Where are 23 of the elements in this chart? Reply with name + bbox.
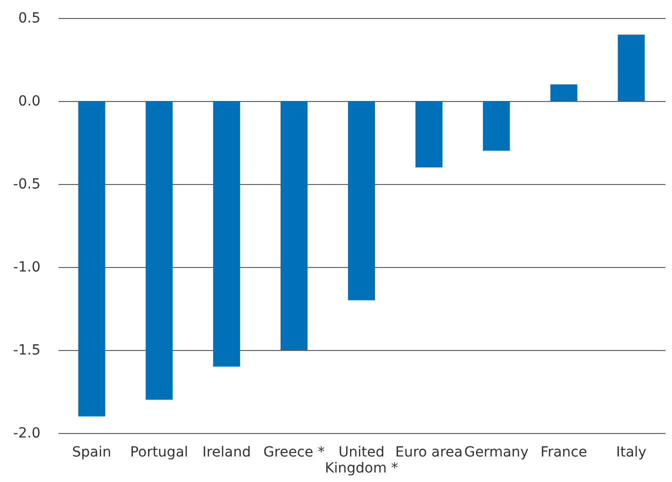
y-tick-label: -2.0	[13, 426, 40, 442]
x-tick-label: Greece *	[263, 444, 325, 460]
y-tick-label: -1.0	[13, 260, 40, 276]
bar	[415, 101, 442, 168]
x-tick-label: Portugal	[130, 444, 188, 460]
bar	[618, 34, 645, 101]
bar	[146, 101, 173, 400]
x-tick-label: Germany	[464, 444, 529, 460]
bar	[348, 101, 375, 300]
x-tick-label: Ireland	[202, 444, 251, 460]
x-tick-label: Italy	[616, 444, 646, 460]
y-tick-label: -0.5	[13, 176, 40, 192]
bar	[78, 101, 106, 416]
y-tick-label: 0.0	[18, 94, 40, 110]
x-tick-label: France	[540, 444, 588, 460]
bar	[213, 101, 240, 367]
bar	[280, 101, 308, 350]
bar	[550, 84, 578, 101]
x-tick-label: Spain	[72, 444, 112, 460]
x-tick-label: Euro area	[395, 444, 463, 460]
bar	[482, 101, 510, 151]
y-tick-label: 0.5	[18, 10, 40, 26]
y-tick-label: -1.5	[13, 342, 40, 358]
